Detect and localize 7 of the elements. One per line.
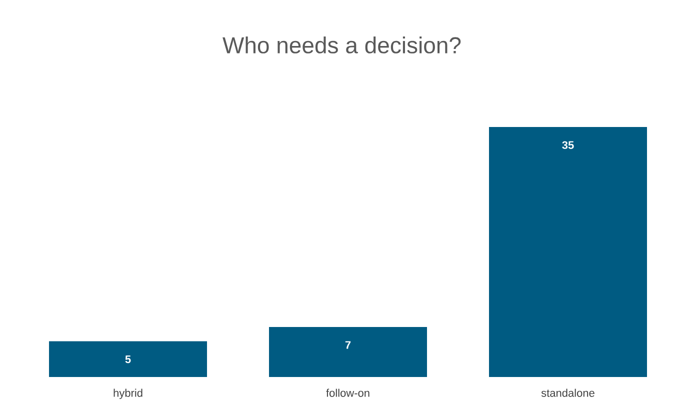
data-label: 7 [345,341,351,349]
chart-title: Who needs a decision? [222,36,461,54]
x-tick-label: follow-on [326,388,370,397]
x-tick-label: hybrid [114,388,142,400]
x-tick-label: standalone [541,388,594,397]
data-label: 35 [562,141,574,149]
data-label: 5 [125,355,131,364]
